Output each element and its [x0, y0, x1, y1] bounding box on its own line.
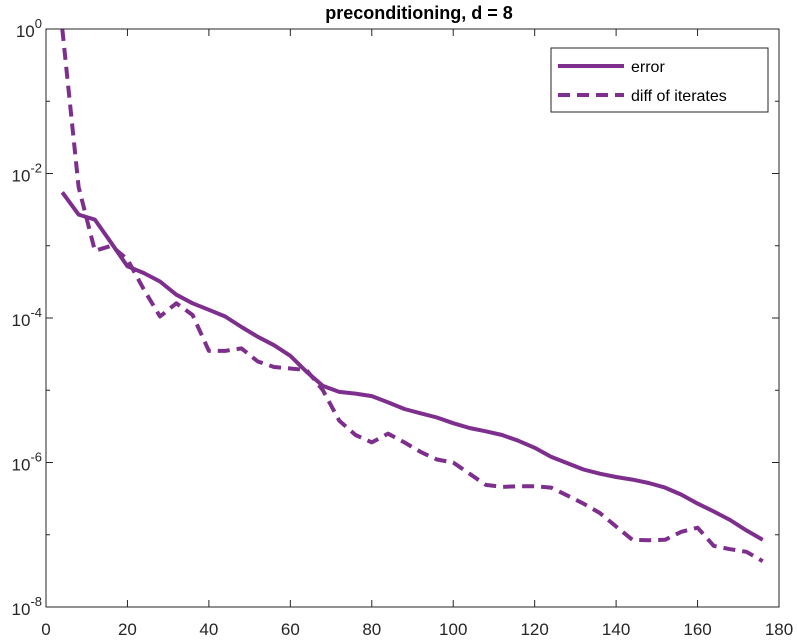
y-tick-label: 10-4	[12, 305, 42, 330]
x-tick-label: 160	[683, 620, 711, 639]
legend-label-diff: diff of iterates	[631, 88, 727, 105]
x-tick-label: 40	[199, 620, 218, 639]
y-tick-label: 100	[16, 16, 42, 41]
series-line-error	[60, 191, 764, 542]
x-tick-label: 80	[362, 620, 381, 639]
legend-box	[550, 47, 769, 113]
x-tick-label: 60	[281, 620, 300, 639]
x-tick-label: 0	[41, 620, 50, 639]
x-tick-label: 20	[118, 620, 137, 639]
y-tick-label: 10-2	[12, 161, 42, 186]
x-tick-label: 100	[439, 620, 467, 639]
y-tick-label: 10-6	[12, 450, 42, 475]
legend-label-error: error	[631, 59, 665, 76]
x-tick-label: 140	[602, 620, 630, 639]
series-line-diff-of-iterates	[60, 29, 764, 563]
plot-area	[46, 29, 779, 607]
x-tick-label: 120	[520, 620, 548, 639]
x-tick-label: 180	[765, 620, 793, 639]
y-axis: 10-8 10-6 10-4 10-2 100	[12, 16, 779, 619]
chart-title: preconditioning, d = 8	[325, 3, 513, 23]
y-tick-label: 10-8	[12, 594, 42, 619]
x-axis: 0 20 40 60 80 100 120 140 160 180	[41, 29, 793, 639]
legend: error diff of iterates	[550, 47, 769, 113]
plot-background	[46, 29, 779, 607]
